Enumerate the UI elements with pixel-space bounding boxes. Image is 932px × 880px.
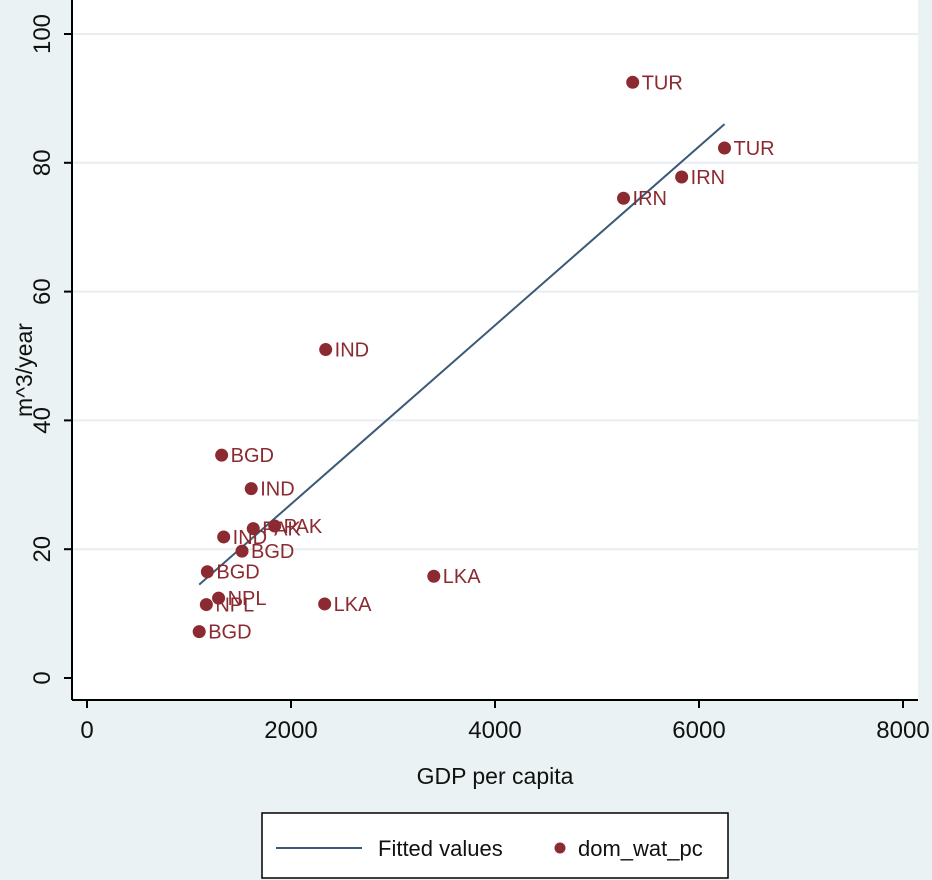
x-axis: 0 2000 4000 6000 8000 [80,700,930,744]
data-point-label: PAK [284,516,323,538]
data-point [215,448,229,462]
legend-scatter-label: dom_wat_pc [578,836,703,861]
data-point [626,75,640,89]
data-point-label: TUR [734,138,775,160]
data-point-label: NPL [215,595,254,617]
data-point-label: TUR [642,72,683,94]
data-point-label: IRN [691,167,725,189]
data-point-label: IND [335,340,369,362]
data-point-label: BGD [251,541,294,563]
plot-background [72,0,918,700]
x-tick-label: 0 [80,717,93,744]
data-point [200,565,214,579]
data-point-label: BGD [208,622,251,644]
legend-box [261,812,729,879]
data-point-label: BGD [216,562,259,584]
data-point [192,625,206,639]
data-point [718,141,731,155]
data-point [319,343,333,357]
grid-lines [72,33,918,551]
x-axis-title: GDP per capita [417,763,574,789]
y-tick-label: 100 [29,14,56,54]
data-point [427,569,441,583]
y-tick-label: 60 [29,278,56,305]
data-point [244,482,258,496]
data-point [268,519,282,533]
data-point [675,170,689,184]
legend-dot-swatch [554,842,566,854]
data-point-label: LKA [334,594,372,616]
x-tick-label: 4000 [468,717,521,744]
data-point [212,591,226,605]
data-point-label: IRN [633,188,667,210]
data-point-label: IND [233,527,267,549]
x-tick-label: 8000 [876,717,929,744]
y-axis: 0 20 40 60 80 100 [29,14,72,685]
x-tick-label: 6000 [672,717,725,744]
data-point [217,530,231,544]
data-point-label: BGD [231,445,274,467]
data-point [246,522,260,536]
data-point-label: PAK [262,519,301,541]
y-tick-label: 20 [29,536,56,563]
data-point [235,544,249,558]
legend-fitted-label: Fitted values [378,836,503,861]
data-point-label: IND [260,479,294,501]
data-point-label: LKA [443,566,481,588]
data-point [199,598,213,612]
data-point [318,597,332,611]
x-tick-label: 2000 [264,717,317,744]
y-tick-label: 80 [29,149,56,176]
y-tick-label: 40 [29,407,56,434]
y-tick-label: 0 [29,671,56,684]
data-point-label: NPL [228,588,267,610]
y-axis-title: m^3/year [11,323,37,417]
legend: Fitted values dom_wat_pc [261,812,729,879]
fitted-line-group [198,123,726,586]
data-point [617,191,631,205]
fitted-line [198,123,726,586]
